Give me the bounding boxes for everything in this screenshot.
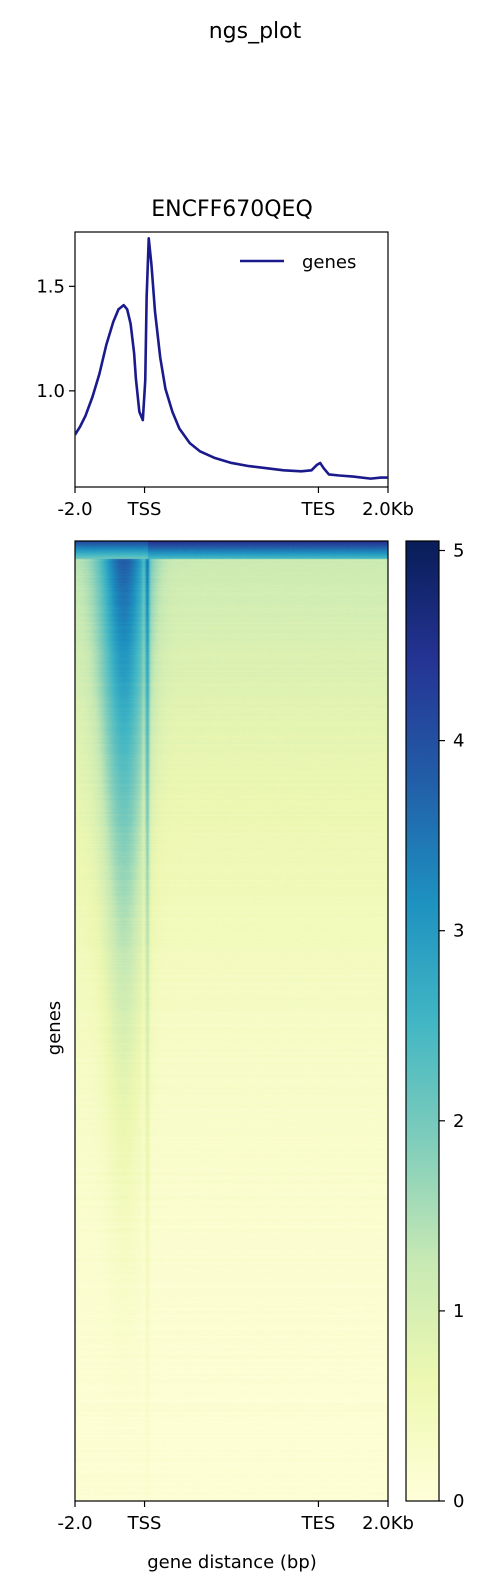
profile-plot: ENCFF670QEQ 1.0 1.5 -2.0 TSS TES 2.0Kb genes <box>36 197 414 520</box>
heatmap-axes-frame <box>74 540 389 1502</box>
x-tick-label: TSS <box>127 499 162 520</box>
profile-axes-frame <box>74 231 389 488</box>
legend-label-genes: genes <box>302 252 356 273</box>
colorbar-tick-label: 5 <box>453 541 464 562</box>
x-tick-label: TES <box>301 499 336 520</box>
figure-suptitle: ngs_plot <box>209 19 302 44</box>
x-tick-label: 2.0Kb <box>362 499 414 520</box>
colorbar-tick-label: 1 <box>453 1301 464 1322</box>
x-tick-label: TES <box>301 1513 336 1534</box>
heatmap-image <box>75 541 388 1501</box>
colorbar-tick-label: 2 <box>453 1111 464 1132</box>
x-tick-label: TSS <box>127 1513 162 1534</box>
profile-y-ticks: 1.0 1.5 <box>36 276 75 402</box>
colorbar-gradient <box>405 540 440 1502</box>
colorbar-ticks: 0 1 2 3 4 5 <box>439 541 464 1512</box>
profile-legend: genes <box>240 252 356 273</box>
colorbar-tick-label: 0 <box>453 1491 464 1512</box>
heatmap-plot: -2.0 TSS TES 2.0Kb gene distance (bp) genes <box>44 540 414 1573</box>
profile-title: ENCFF670QEQ <box>151 197 313 222</box>
heatmap-xlabel: gene distance (bp) <box>147 1552 317 1573</box>
series-line-genes <box>75 236 388 480</box>
colorbar-tick-label: 3 <box>453 921 464 942</box>
y-tick-label: 1.5 <box>36 276 65 297</box>
profile-x-ticks: -2.0 TSS TES 2.0Kb <box>57 487 414 520</box>
heatmap-image-container <box>75 541 388 1501</box>
colorbar: 0 1 2 3 4 5 <box>405 540 464 1512</box>
colorbar-tick-label: 4 <box>453 731 464 752</box>
x-tick-label: 2.0Kb <box>362 1513 414 1534</box>
heatmap-ylabel: genes <box>44 1001 65 1055</box>
x-tick-label: -2.0 <box>57 1513 92 1534</box>
y-tick-label: 1.0 <box>36 381 65 402</box>
heatmap-x-ticks: -2.0 TSS TES 2.0Kb <box>57 1501 414 1534</box>
x-tick-label: -2.0 <box>57 499 92 520</box>
